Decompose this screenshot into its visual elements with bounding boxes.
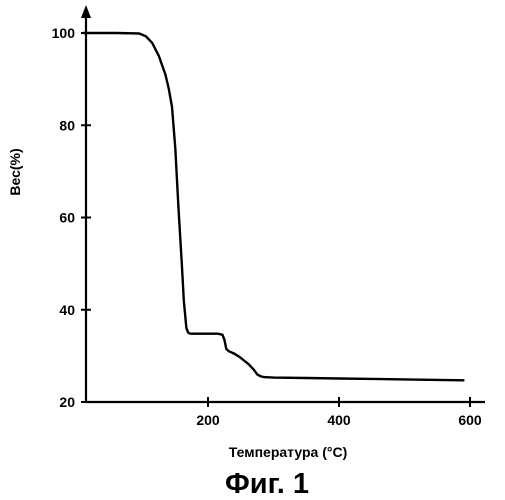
y-tick-label: 80 (59, 117, 75, 133)
x-tick-label: 600 (458, 412, 482, 428)
y-tick-label: 40 (59, 302, 75, 318)
weight-loss-curve (84, 33, 464, 380)
x-tick-label: 200 (196, 412, 220, 428)
y-tick-label: 20 (59, 394, 75, 410)
y-tick-label: 60 (59, 210, 75, 226)
x-axis-label: Температура (°C) (229, 444, 347, 460)
y-tick-label: 100 (52, 25, 76, 41)
x-tick-label: 400 (327, 412, 351, 428)
y-axis (81, 5, 91, 402)
y-axis-label: Вес(%) (7, 148, 23, 195)
figure-caption: Фиг. 1 (225, 468, 309, 500)
y-axis-arrow (81, 5, 91, 18)
